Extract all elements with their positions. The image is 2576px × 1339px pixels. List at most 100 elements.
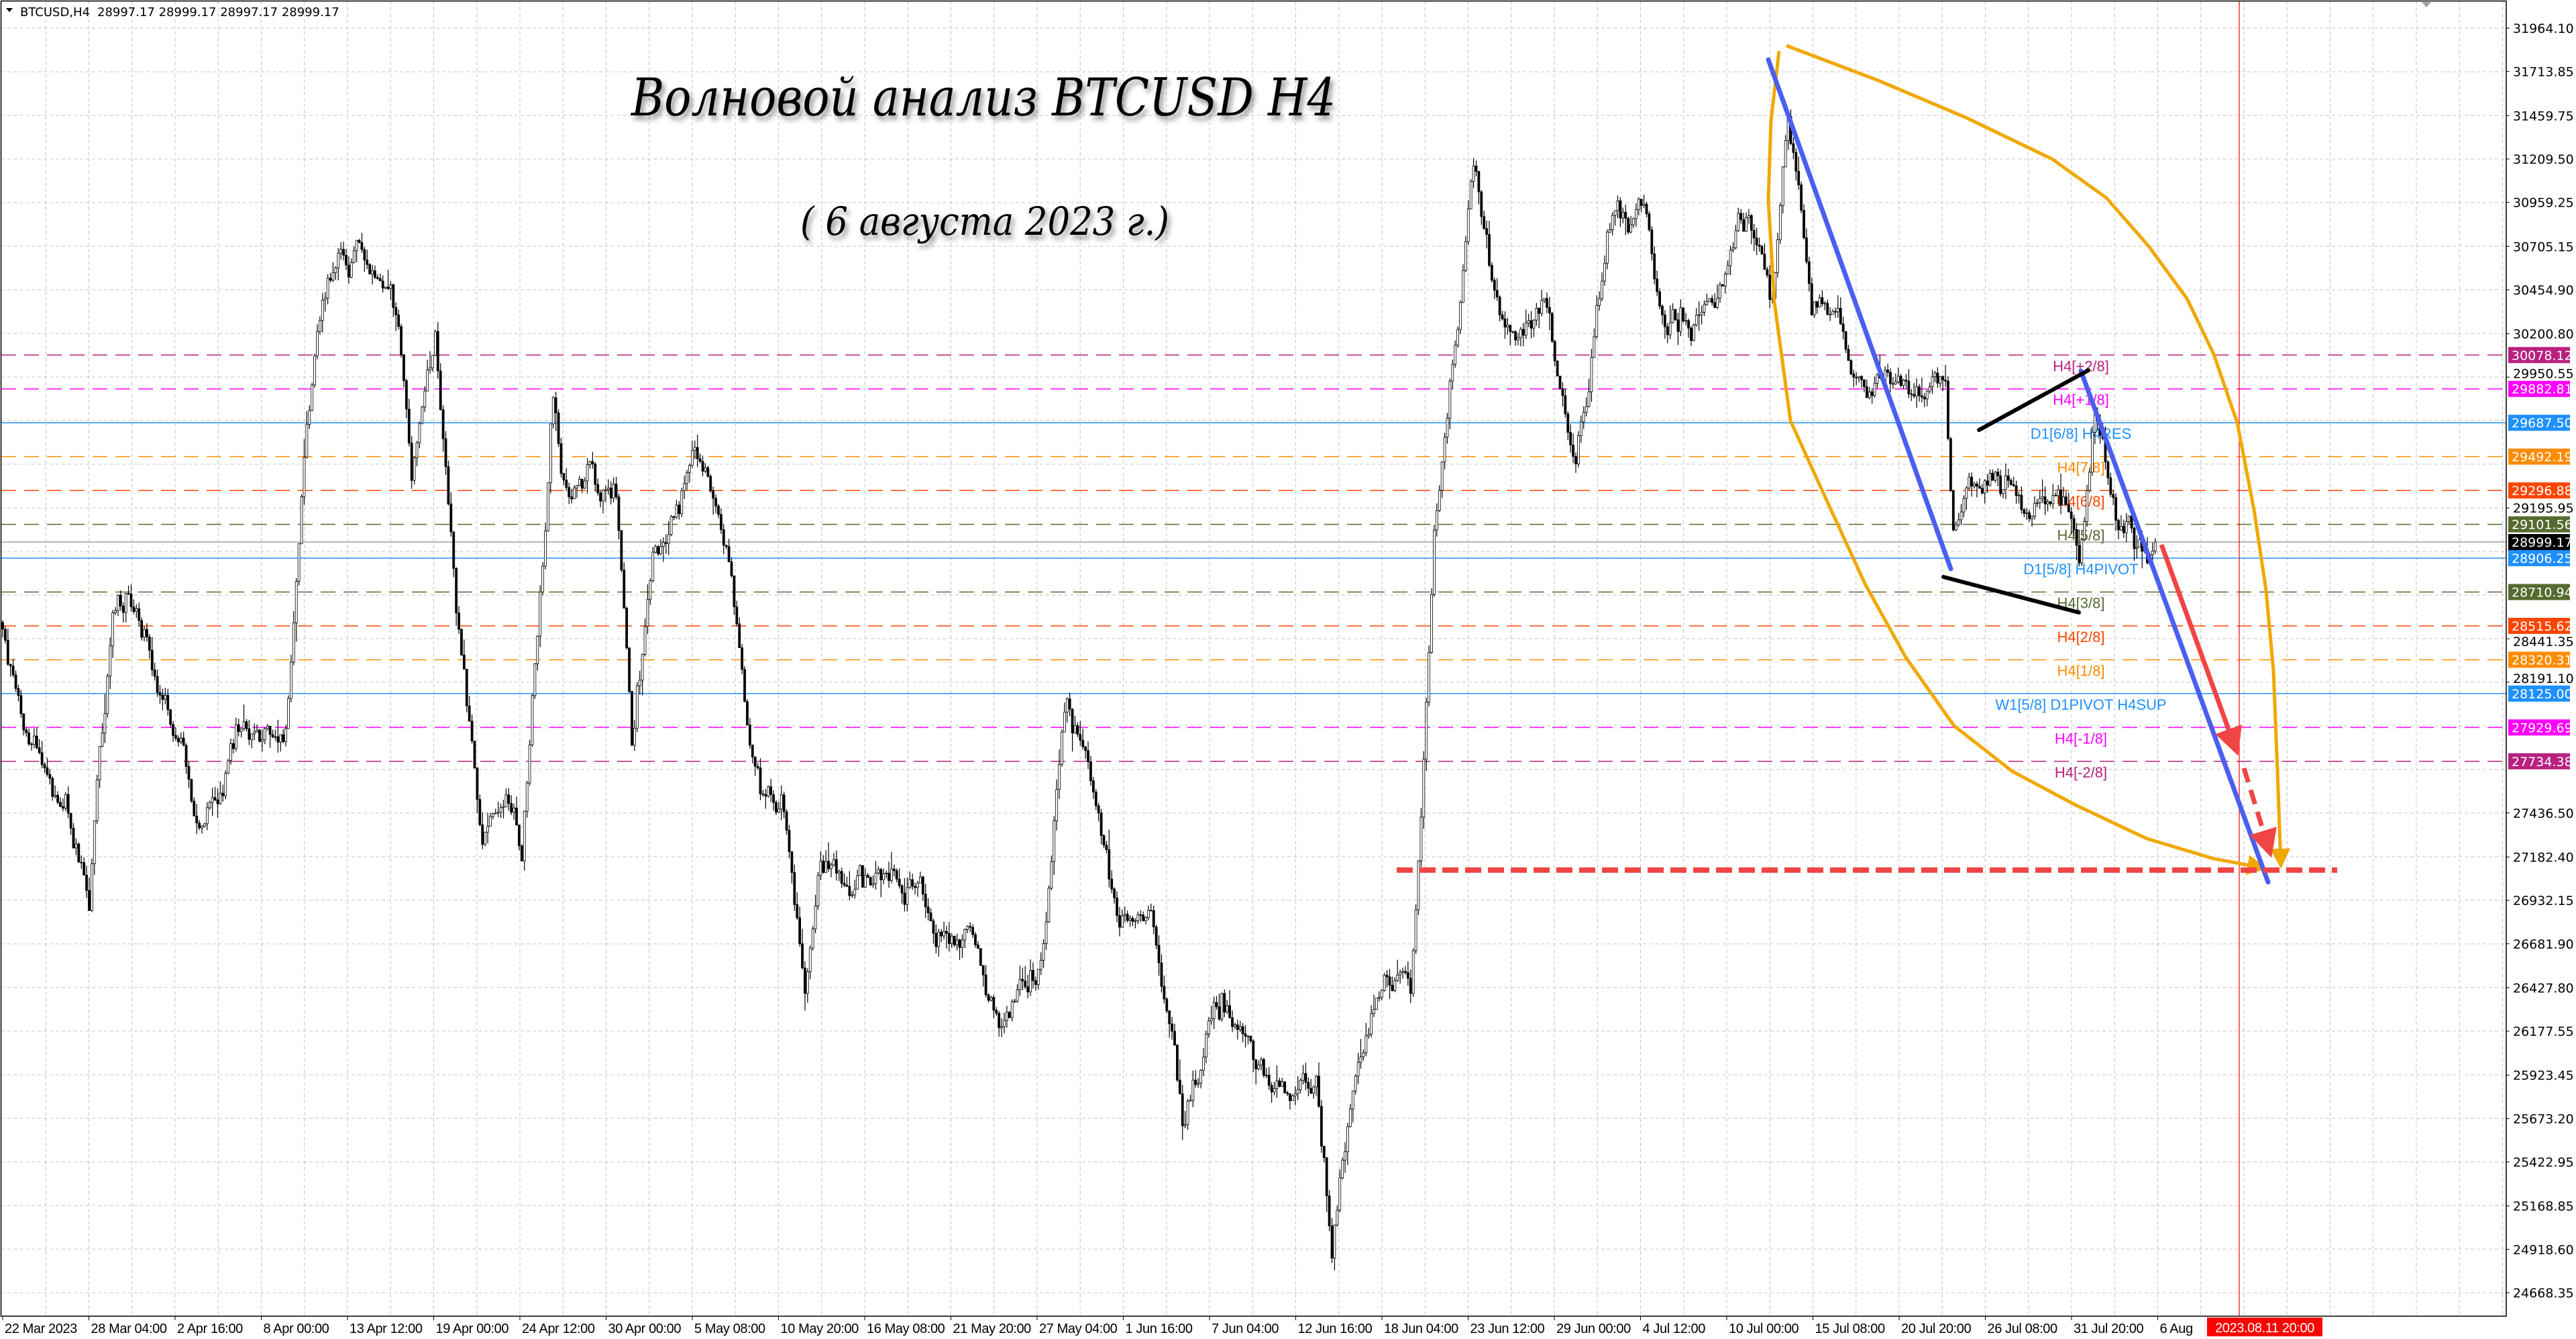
price-tick-label: 31459.75 [2513, 109, 2574, 123]
candle [1983, 479, 1986, 504]
candle-body [441, 409, 445, 439]
candle [418, 421, 421, 449]
candle-body [248, 728, 251, 740]
candle [631, 690, 633, 747]
candle-body [129, 594, 133, 607]
candle-body [919, 876, 922, 883]
candle-body [1116, 898, 1118, 916]
left-arc-line[interactable] [1766, 50, 2267, 875]
wedge-line-upper[interactable] [1977, 368, 2090, 432]
candle [678, 500, 681, 520]
candle [646, 584, 649, 635]
candle [1907, 369, 1911, 398]
candle [1425, 698, 1428, 771]
candle-body [1435, 510, 1438, 531]
candle [4, 626, 7, 644]
candle [1034, 976, 1037, 991]
candle [1815, 301, 1819, 314]
candle-body [1645, 203, 1648, 215]
candle [958, 938, 961, 960]
candle-body [1472, 166, 1475, 182]
forecast-arrow-dashed[interactable] [2241, 767, 2277, 858]
candle [1503, 311, 1507, 339]
candle-body [1957, 519, 1960, 525]
candle-body [22, 713, 25, 731]
candle [1254, 1059, 1258, 1085]
candle [940, 928, 943, 943]
candle-body [1658, 291, 1661, 307]
candle-body [1178, 1079, 1181, 1094]
candle-body [1495, 290, 1499, 298]
candle [1194, 1070, 1197, 1088]
candle [1970, 472, 1974, 497]
candle [1322, 1146, 1326, 1163]
candle-body [1123, 914, 1126, 916]
candle-body [1207, 1020, 1210, 1034]
candle-body [1603, 262, 1606, 282]
candle [651, 547, 655, 583]
candle [2138, 537, 2141, 548]
forecast-arrow-solid[interactable] [2159, 543, 2242, 756]
candle [1506, 317, 1509, 335]
chart-shift-icon[interactable] [2422, 2, 2431, 7]
candle-body [625, 608, 629, 649]
candle [1501, 311, 1504, 321]
candle-body [1619, 200, 1622, 219]
trend-line-blue-2[interactable] [2078, 368, 2271, 885]
candle [2054, 492, 2057, 496]
candle-body [494, 812, 497, 814]
candle [568, 482, 571, 504]
candle-body [1039, 960, 1042, 970]
candle-body [452, 531, 455, 569]
candle [22, 713, 25, 736]
candle-body [513, 808, 516, 813]
candle [1380, 989, 1383, 1001]
candle [161, 688, 164, 710]
candle-body [232, 743, 235, 749]
candle-body [182, 737, 185, 746]
candle-body [271, 734, 274, 738]
candle-body [1238, 1026, 1242, 1030]
candle-body [1876, 374, 1879, 384]
price-axis[interactable]: 31964.1031713.8531459.7531209.5030959.25… [2506, 21, 2574, 1301]
candle-body [290, 661, 292, 699]
candle [2031, 515, 2033, 527]
candle-body [1430, 594, 1433, 653]
candle-body [1661, 305, 1664, 315]
level-label: D1[6/8] H4RES [2031, 425, 2131, 442]
candle-body [1110, 879, 1114, 890]
candle-body [1399, 971, 1402, 975]
candle-body [187, 766, 191, 780]
candle [1483, 211, 1486, 230]
price-label-bg [2508, 617, 2570, 634]
candle-body [1605, 231, 1609, 264]
candle [504, 788, 508, 808]
price-tick-label: 26427.80 [2513, 981, 2574, 996]
triangle-down-icon[interactable] [6, 8, 13, 12]
candle [706, 466, 710, 478]
right-arc-line[interactable] [1786, 44, 2291, 869]
candle-body [662, 542, 665, 547]
candle-body [690, 450, 694, 466]
candle [1401, 967, 1404, 979]
price-tick-label: 28191.10 [2513, 672, 2574, 686]
candle-body [455, 568, 458, 614]
candle-body [1181, 1093, 1184, 1126]
candle [772, 790, 775, 811]
candle [135, 604, 138, 619]
wedge-line-lower[interactable] [1941, 575, 2081, 614]
candle-body [239, 728, 243, 732]
candle-body [885, 873, 888, 874]
candle-body [1624, 211, 1627, 219]
time-axis[interactable]: 22 Mar 2023 28 Mar 04:00 2 Apr 16:00 8 Apr … [2, 1316, 2193, 1336]
candle-body [580, 479, 584, 489]
trend-line-blue-1[interactable] [1766, 57, 1953, 572]
candle [1913, 383, 1916, 398]
candle [1760, 244, 1764, 255]
candle [1860, 375, 1863, 388]
time-tick-label: 30 Apr 00:00 [608, 1322, 682, 1336]
candle [1960, 504, 1963, 525]
candle [1708, 298, 1711, 303]
candle [1831, 309, 1834, 315]
